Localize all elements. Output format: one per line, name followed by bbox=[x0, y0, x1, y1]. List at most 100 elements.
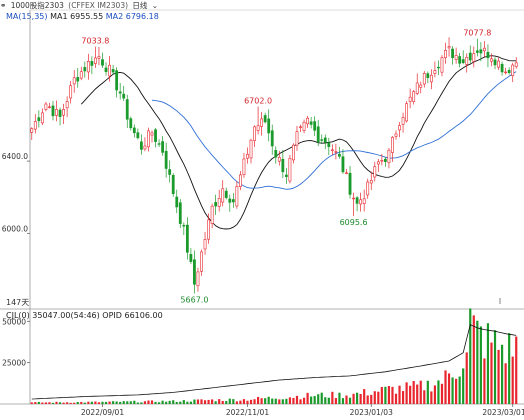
volume-bar bbox=[409, 385, 412, 404]
candle-body bbox=[111, 69, 115, 73]
volume-bar bbox=[157, 402, 161, 404]
candle bbox=[341, 149, 345, 174]
volume-bar bbox=[490, 342, 493, 404]
volume-bar bbox=[394, 393, 398, 404]
candle bbox=[207, 213, 210, 244]
candle bbox=[111, 64, 115, 75]
candle bbox=[196, 267, 200, 292]
volume-bar bbox=[437, 380, 440, 404]
candle bbox=[69, 80, 73, 104]
candle bbox=[157, 139, 161, 147]
candle bbox=[369, 171, 373, 191]
candle-body bbox=[429, 74, 433, 83]
candle bbox=[193, 250, 196, 294]
candle bbox=[242, 152, 246, 178]
volume-bar bbox=[508, 333, 511, 404]
candle-body bbox=[348, 172, 352, 195]
price-annotation: 7077.8 bbox=[463, 29, 491, 38]
volume-bar bbox=[313, 396, 316, 404]
candle-body bbox=[323, 137, 327, 143]
candle bbox=[465, 53, 469, 73]
chevron-down-icon[interactable]: ⌄ bbox=[151, 1, 159, 10]
volume-bar bbox=[161, 400, 164, 404]
volume-bar bbox=[179, 401, 182, 404]
volume-bar bbox=[497, 349, 500, 404]
volume-bar bbox=[285, 398, 288, 404]
candle bbox=[270, 124, 274, 155]
volume-bar bbox=[154, 401, 157, 404]
candle-body bbox=[246, 153, 249, 159]
volume-bar bbox=[119, 401, 122, 404]
candle-body bbox=[239, 174, 242, 187]
candle bbox=[412, 90, 416, 105]
candle bbox=[415, 73, 419, 96]
volume-bar bbox=[274, 398, 277, 404]
volume-bar bbox=[345, 395, 348, 404]
candle bbox=[108, 55, 111, 82]
candle-body bbox=[139, 141, 143, 150]
candle-body bbox=[37, 117, 41, 122]
candle-body bbox=[118, 91, 122, 94]
candle bbox=[118, 82, 122, 100]
volume-bar bbox=[168, 400, 171, 404]
candle bbox=[295, 125, 299, 151]
candle-body bbox=[302, 121, 306, 131]
volume-bar bbox=[41, 402, 44, 404]
candle-body bbox=[228, 198, 232, 203]
ma-legend: MA(15,35) MA1 6955.55 MA2 6796.18 bbox=[6, 12, 159, 21]
candle-body bbox=[299, 126, 302, 128]
candle bbox=[249, 138, 253, 164]
candle bbox=[55, 100, 58, 122]
candle bbox=[101, 52, 104, 69]
volume-bar bbox=[338, 392, 341, 404]
volume-bar bbox=[235, 401, 238, 404]
candle bbox=[150, 130, 154, 143]
candle bbox=[217, 189, 221, 212]
candle-body bbox=[366, 181, 370, 196]
candle-body bbox=[267, 118, 271, 134]
candle-body bbox=[231, 199, 235, 203]
candle-body bbox=[125, 99, 129, 120]
volume-bar bbox=[196, 399, 200, 404]
volume-bar bbox=[207, 399, 210, 404]
date-tick-label: 2023/03/01 bbox=[482, 408, 524, 417]
candle-body bbox=[426, 73, 430, 78]
candle bbox=[320, 134, 324, 144]
volume-bar bbox=[476, 320, 479, 404]
volume-bar bbox=[299, 399, 302, 404]
volume-bar bbox=[486, 323, 490, 404]
candle bbox=[147, 127, 150, 152]
volume-bar bbox=[324, 397, 327, 404]
candle-body bbox=[483, 47, 486, 52]
price-tick-label: 6000.0 bbox=[2, 224, 28, 233]
candle-body bbox=[69, 85, 73, 99]
volume-bar bbox=[348, 397, 352, 404]
volume-bar bbox=[203, 400, 207, 404]
instrument-name: 1000股指2303 bbox=[10, 1, 64, 10]
oi-label: OPID bbox=[102, 311, 122, 320]
candle bbox=[479, 42, 483, 62]
volume-bar bbox=[384, 386, 387, 404]
candle bbox=[366, 178, 370, 199]
candle bbox=[168, 160, 172, 183]
candle bbox=[72, 69, 76, 93]
candle bbox=[352, 192, 355, 217]
volume-bar bbox=[430, 391, 433, 404]
candle bbox=[419, 81, 423, 94]
volume-bar bbox=[260, 398, 263, 404]
candle-body bbox=[33, 121, 37, 130]
candle bbox=[355, 196, 359, 212]
ma-params: MA(15,35) bbox=[6, 12, 48, 21]
volume-bar bbox=[218, 399, 221, 404]
candle-body bbox=[362, 198, 366, 204]
candle bbox=[228, 194, 232, 212]
candle bbox=[33, 114, 37, 134]
volume-bar bbox=[288, 397, 292, 404]
candle-body bbox=[394, 133, 398, 137]
period-selector[interactable]: 日线 bbox=[132, 1, 148, 10]
candle-body bbox=[497, 60, 500, 68]
candle bbox=[359, 192, 363, 212]
candle bbox=[267, 109, 271, 142]
volume-bar bbox=[405, 382, 408, 404]
